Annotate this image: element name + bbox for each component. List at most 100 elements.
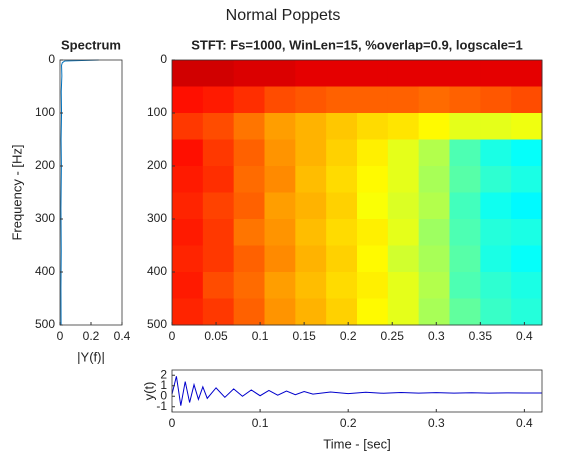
heatmap-cell xyxy=(449,166,481,193)
heatmap-cell xyxy=(357,298,389,326)
y-tick-label: 100 xyxy=(35,105,55,119)
heatmap-cell xyxy=(264,60,296,87)
heatmap-cell xyxy=(357,219,389,246)
heatmap-cell xyxy=(172,219,204,246)
heatmap-cell xyxy=(449,192,481,220)
x-tick-label: 0.4 xyxy=(114,329,131,343)
heatmap-cell xyxy=(202,245,235,273)
heatmap-cell xyxy=(357,192,389,220)
heatmap-cell xyxy=(202,298,235,326)
heatmap-cell xyxy=(449,272,481,299)
heatmap-cell xyxy=(418,113,450,140)
x-tick-label: 0.3 xyxy=(428,416,445,430)
heatmap-cell xyxy=(264,192,296,220)
heatmap-cell xyxy=(202,272,235,299)
heatmap-cell xyxy=(449,298,481,326)
heatmap-cell xyxy=(387,60,420,87)
heatmap-cell xyxy=(326,192,358,220)
x-tick-label: 0.15 xyxy=(292,329,316,343)
heatmap-cell xyxy=(202,60,235,87)
x-axis-label: Time - [sec] xyxy=(323,436,390,451)
heatmap-cell xyxy=(357,139,389,167)
axes-box xyxy=(171,369,543,413)
signal-line xyxy=(171,376,542,406)
x-tick-label: 0 xyxy=(57,329,64,343)
heatmap-cell xyxy=(418,245,450,273)
heatmap-cell xyxy=(418,60,450,87)
heatmap-cell xyxy=(202,86,235,114)
heatmap-cell xyxy=(326,245,358,273)
heatmap-cell xyxy=(202,166,235,193)
heatmap-cell xyxy=(295,139,327,167)
heatmap-cell xyxy=(480,272,512,299)
heatmap-cell xyxy=(418,272,450,299)
plot-area xyxy=(172,370,542,412)
heatmap-cell xyxy=(233,192,265,220)
y-tick-label: 500 xyxy=(35,317,55,331)
heatmap-cell xyxy=(202,139,235,167)
heatmap-cell xyxy=(172,113,204,140)
heatmap-cell xyxy=(295,60,327,87)
heatmap-cell xyxy=(357,113,389,140)
heatmap-cell xyxy=(449,139,481,167)
heatmap-cell xyxy=(233,219,265,246)
heatmap-cell xyxy=(202,113,235,140)
heatmap-cell xyxy=(357,86,389,114)
heatmap-cell xyxy=(264,272,296,299)
y-tick-label: 200 xyxy=(147,158,167,172)
x-tick-label: 0.05 xyxy=(204,329,228,343)
heatmap-cell xyxy=(511,245,543,273)
heatmap-cell xyxy=(511,113,543,140)
heatmap-cell xyxy=(449,60,481,87)
heatmap-cell xyxy=(357,272,389,299)
heatmap-cell xyxy=(449,86,481,114)
heatmap-cell xyxy=(387,245,420,273)
heatmap-cell xyxy=(480,139,512,167)
axes-box xyxy=(171,59,543,326)
heatmap-cell xyxy=(233,272,265,299)
y-tick-label: 1 xyxy=(160,378,167,392)
heatmap-cell xyxy=(511,86,543,114)
x-tick-label: 0 xyxy=(169,329,176,343)
axes-title: STFT: Fs=1000, WinLen=15, %overlap=0.9, … xyxy=(191,37,523,52)
heatmap-cell xyxy=(233,139,265,167)
heatmap-cell xyxy=(326,113,358,140)
heatmap-cell xyxy=(264,139,296,167)
heatmap-cell xyxy=(511,166,543,193)
heatmap-cell xyxy=(172,272,204,299)
heatmap-cell xyxy=(295,219,327,246)
heatmap-cell xyxy=(387,192,420,220)
heatmap-cell xyxy=(264,245,296,273)
heatmap-cell xyxy=(233,86,265,114)
heatmap-cell xyxy=(511,298,543,326)
heatmap-cell xyxy=(172,166,204,193)
heatmap-cell xyxy=(233,166,265,193)
x-tick-label: 0.1 xyxy=(252,416,269,430)
heatmap-cell xyxy=(295,113,327,140)
heatmap-cell xyxy=(233,60,265,87)
heatmap-cell xyxy=(295,245,327,273)
heatmap-cell xyxy=(449,219,481,246)
heatmap-cell xyxy=(326,139,358,167)
y-tick-label: -1 xyxy=(156,399,167,413)
heatmap-cell xyxy=(511,192,543,220)
heatmap-cell xyxy=(511,219,543,246)
x-tick-label: 0.4 xyxy=(516,329,533,343)
y-tick-label: 0 xyxy=(48,52,55,66)
heatmap-cell xyxy=(480,245,512,273)
y-tick-label: 400 xyxy=(147,264,167,278)
heatmap-cell xyxy=(418,219,450,246)
heatmap-cell xyxy=(357,166,389,193)
heatmap-cell xyxy=(418,166,450,193)
axes-title: Spectrum xyxy=(61,37,121,52)
heatmap-cell xyxy=(172,139,204,167)
heatmap-cell xyxy=(172,60,204,87)
x-tick-label: 0.2 xyxy=(83,329,100,343)
heatmap-cell xyxy=(295,86,327,114)
heatmap-cell xyxy=(418,139,450,167)
heatmap-cell xyxy=(387,166,420,193)
x-tick-label: 0.2 xyxy=(340,416,357,430)
heatmap-cell xyxy=(480,192,512,220)
y-tick-label: 500 xyxy=(147,317,167,331)
y-tick-label: 0 xyxy=(160,52,167,66)
